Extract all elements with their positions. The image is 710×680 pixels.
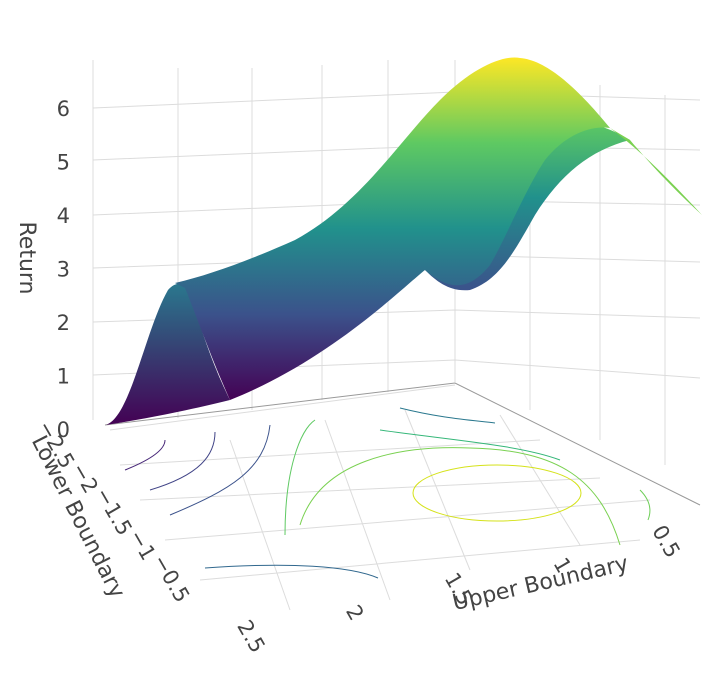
surface-left-ridge (105, 283, 230, 425)
contour-ring-3 (284, 419, 316, 536)
z-tick-label: 5 (57, 151, 70, 175)
x-tick-label: 0.5 (647, 521, 684, 562)
x-tick-label: 2.5 (232, 616, 269, 657)
z-axis-ticks: 0 1 2 3 4 5 6 (57, 97, 70, 442)
z-tick-label: 2 (57, 311, 70, 335)
z-axis-title: Return (14, 221, 39, 294)
x-axis-title: Upper Boundary (450, 551, 631, 616)
z-tick-label: 3 (57, 258, 70, 282)
contour-ring-9 (379, 429, 561, 461)
contour-ring-6 (124, 439, 166, 471)
surface-right-slope (610, 128, 702, 215)
contour-ring-5 (149, 431, 216, 491)
contour-peak (412, 464, 582, 522)
contour-ring-8 (399, 407, 496, 424)
contour-ring-7 (204, 564, 379, 579)
z-tick-label: 0 (57, 418, 70, 442)
contour-ring-2 (299, 447, 621, 546)
contour-ring-4 (169, 424, 271, 516)
y-tick-label: −0.5 (148, 550, 194, 606)
x-tick-label: 2 (341, 601, 368, 625)
surface-main-face (175, 57, 610, 401)
z-tick-label: 1 (57, 365, 70, 389)
z-tick-label: 4 (57, 204, 70, 228)
floor-contours (124, 407, 651, 579)
surface (105, 57, 702, 425)
contour-ring-10 (639, 489, 651, 521)
z-tick-label: 6 (57, 97, 70, 121)
floor-edges (104, 382, 701, 506)
